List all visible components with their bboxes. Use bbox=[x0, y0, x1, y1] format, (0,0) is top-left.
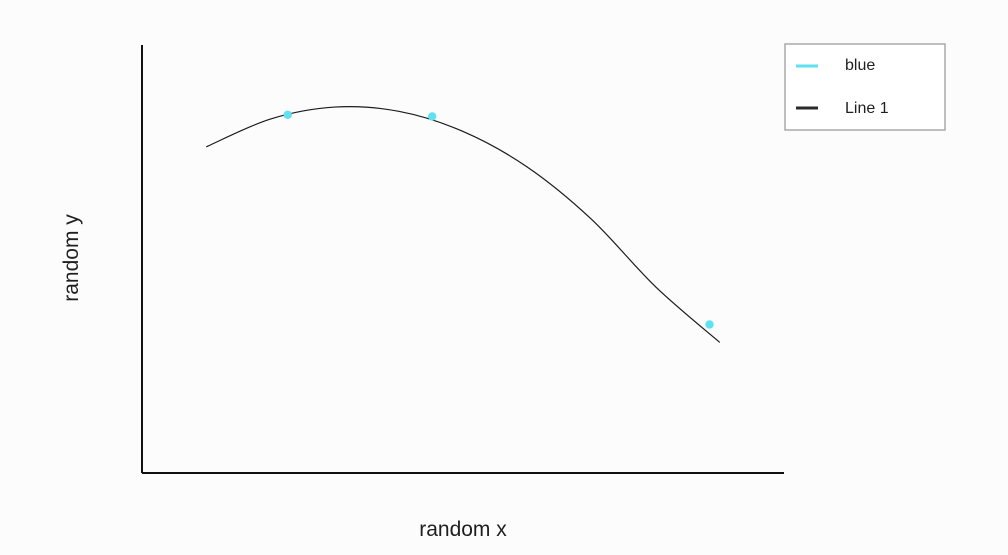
legend-label-blue: blue bbox=[845, 57, 875, 74]
scatter-point-blue bbox=[427, 112, 437, 121]
x-axis-label: random x bbox=[419, 518, 507, 541]
series-line-1 bbox=[205, 106, 721, 343]
legend: blue Line 1 bbox=[784, 43, 946, 131]
legend-box bbox=[784, 43, 946, 131]
legend-label-line-1: Line 1 bbox=[845, 100, 889, 117]
plot-area bbox=[141, 45, 784, 474]
y-axis-label: random y bbox=[60, 214, 83, 302]
scatter-point-blue bbox=[705, 320, 714, 329]
scatter-point-blue bbox=[283, 110, 292, 119]
